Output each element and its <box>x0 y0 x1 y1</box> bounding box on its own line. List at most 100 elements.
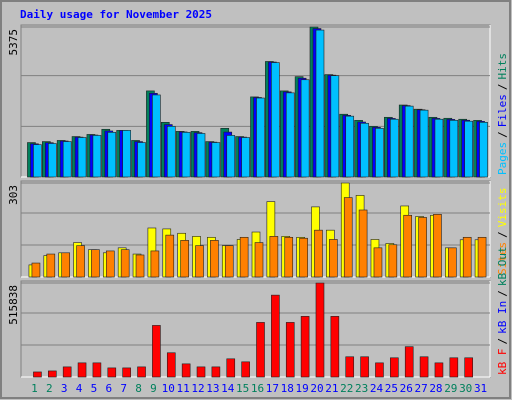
x-tick-label: 5 <box>91 382 98 395</box>
bar <box>449 357 459 378</box>
x-tick-label: 14 <box>221 382 235 395</box>
bar <box>345 356 355 378</box>
bar <box>91 249 100 278</box>
bar <box>419 109 429 178</box>
legend-label: kB F <box>496 349 509 376</box>
bar <box>77 137 87 178</box>
bar <box>241 137 250 178</box>
bar <box>92 362 102 378</box>
bar <box>477 236 487 278</box>
bar <box>211 366 221 378</box>
bar <box>419 356 429 378</box>
bar <box>107 367 117 378</box>
bar <box>241 361 250 378</box>
bar <box>464 120 473 178</box>
legend-separator: / <box>496 131 509 138</box>
bar <box>285 92 295 178</box>
legend-label: kB In <box>496 301 509 334</box>
bar <box>464 357 473 378</box>
x-tick-label: 7 <box>120 382 127 395</box>
bar <box>150 250 160 278</box>
bar <box>345 115 355 178</box>
bar <box>195 245 204 278</box>
bar <box>390 118 399 178</box>
bar <box>434 118 444 178</box>
bar <box>135 254 145 278</box>
x-tick-label: 9 <box>150 382 157 395</box>
bar <box>48 370 57 378</box>
bar <box>343 197 353 278</box>
legend-label: Sites <box>496 242 509 275</box>
legend-separator: / <box>496 338 509 345</box>
legend-separator: / <box>496 84 509 91</box>
legend-label: Pages <box>496 142 509 175</box>
bar <box>330 75 340 178</box>
legend-separator: / <box>496 290 509 297</box>
bar <box>33 144 42 178</box>
bar <box>403 214 413 278</box>
bar <box>315 282 325 378</box>
x-tick-label: 23 <box>355 382 368 395</box>
x-tick-label: 26 <box>400 382 413 395</box>
bar <box>76 245 85 278</box>
x-tick-label: 10 <box>162 382 175 395</box>
bar <box>92 135 102 178</box>
bar <box>224 245 234 278</box>
bar <box>61 252 70 278</box>
x-tick-label: 1 <box>31 382 38 395</box>
bar <box>196 366 206 378</box>
bar <box>285 322 295 378</box>
x-tick-label: 17 <box>266 382 279 395</box>
bar <box>360 122 369 178</box>
x-tick-label: 19 <box>295 382 308 395</box>
bar <box>210 240 219 278</box>
x-tick-label: 11 <box>177 382 190 395</box>
bar <box>122 130 131 178</box>
bar <box>271 62 280 178</box>
x-tick-label: 31 <box>474 382 487 395</box>
bar <box>300 79 310 178</box>
bar <box>152 94 161 178</box>
legend-separator: / <box>496 231 509 238</box>
bar <box>315 29 325 178</box>
y-tick-label: 5375 <box>7 29 20 56</box>
bar <box>299 237 308 278</box>
x-tick-label: 16 <box>251 382 264 395</box>
x-tick-label: 18 <box>281 382 294 395</box>
bar <box>314 229 323 278</box>
bar <box>107 132 117 178</box>
bar <box>433 214 442 278</box>
bar <box>462 236 472 278</box>
bar <box>152 325 161 378</box>
bar <box>404 105 414 178</box>
bar <box>239 236 249 278</box>
bar <box>388 244 398 278</box>
x-tick-label: 12 <box>191 382 204 395</box>
y-tick-label: 303 <box>7 185 20 205</box>
bar <box>137 366 146 378</box>
bar <box>105 250 115 278</box>
bar <box>211 142 221 178</box>
bar <box>120 249 130 278</box>
x-tick-label: 15 <box>236 382 249 395</box>
bar <box>46 253 56 278</box>
bar <box>479 122 488 178</box>
bar <box>62 366 72 378</box>
bar <box>180 240 189 278</box>
x-tick-label: 30 <box>459 382 472 395</box>
bar <box>62 141 72 178</box>
bar <box>122 367 131 378</box>
x-tick-label: 2 <box>46 382 53 395</box>
bar <box>137 142 146 178</box>
bar <box>375 362 384 378</box>
chart-title: Daily usage for November 2025 <box>20 8 212 21</box>
x-tick-label: 13 <box>206 382 219 395</box>
bar <box>226 358 236 378</box>
bar <box>284 236 294 278</box>
legend-label: Hits <box>496 53 509 80</box>
bar <box>404 346 414 378</box>
bar <box>256 97 265 178</box>
x-tick-label: 22 <box>340 382 353 395</box>
